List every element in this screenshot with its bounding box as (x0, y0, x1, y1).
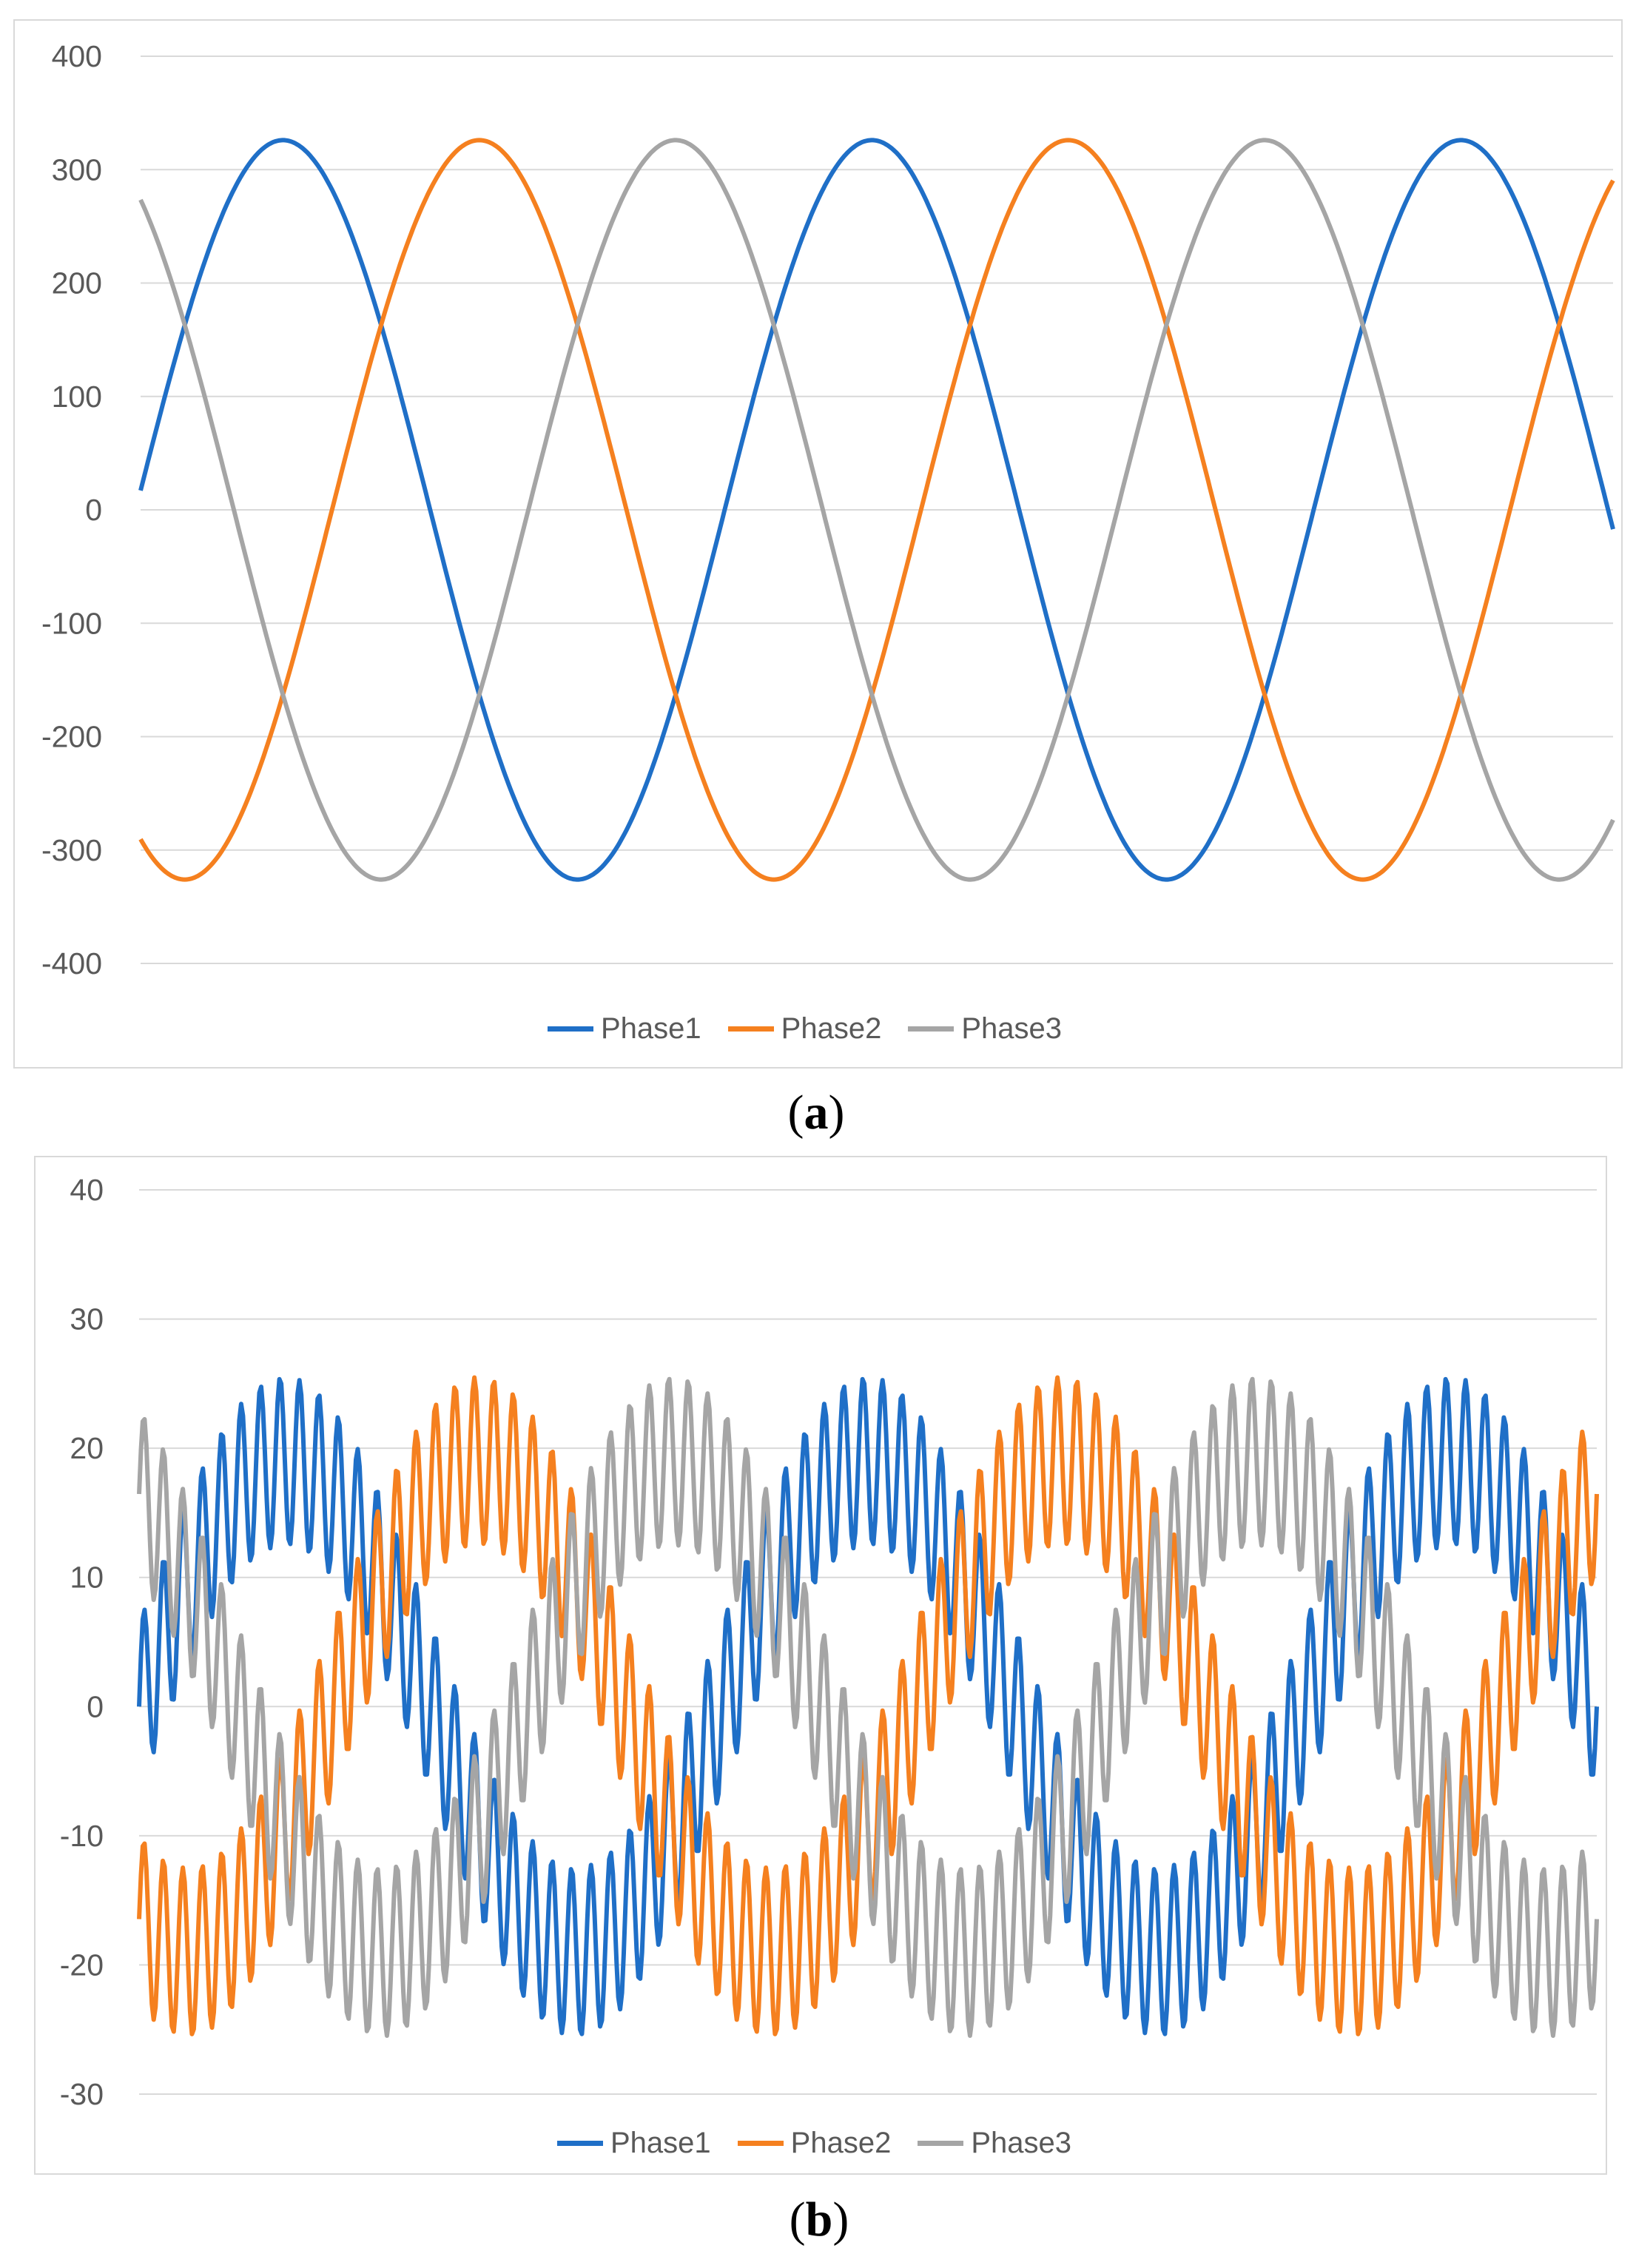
series-line-phase2 (138, 138, 1615, 882)
legend-item-phase2: Phase2 (737, 2127, 892, 2160)
y-tick-label: -10 (60, 1819, 104, 1853)
series-line-phase3 (138, 138, 1615, 882)
legend-swatch-phase3 (908, 1026, 955, 1032)
legend-label-phase1: Phase1 (601, 1012, 701, 1045)
chart-a-plot: 400 300 200 100 0 -100 -200 -300 -400 (41, 39, 1615, 980)
legend-swatch-phase3 (918, 2141, 964, 2146)
legend-swatch-phase2 (737, 2141, 784, 2146)
legend-item-phase1: Phase1 (557, 2127, 711, 2160)
series-line-phase1 (138, 138, 1615, 882)
y-tick-label: -100 (41, 606, 102, 640)
chart-panel-b: 40 30 20 10 0 -10 -20 -30 Phase1 Phase2 Phase3 (34, 1156, 1607, 2175)
y-tick-label: 20 (70, 1431, 104, 1465)
y-tick-label: 100 (52, 380, 102, 414)
y-tick-label: 300 (52, 152, 102, 186)
legend-item-phase3: Phase3 (918, 2127, 1071, 2160)
legend-swatch-phase2 (727, 1026, 774, 1032)
panel-caption-b: (b) (789, 2193, 849, 2247)
chart-b-plot: 40 30 20 10 0 -10 -20 -30 (60, 1173, 1599, 2111)
legend-item-phase1: Phase1 (548, 1012, 701, 1046)
y-tick-label: -30 (60, 2077, 104, 2111)
y-tick-label: -200 (41, 720, 102, 754)
chart-a-legend: Phase1 Phase2 Phase3 (548, 1012, 1088, 1046)
series-line-phase3 (137, 1376, 1599, 2038)
y-tick-label: -20 (60, 1948, 104, 1982)
y-tick-label: -400 (41, 946, 102, 980)
y-tick-label: 400 (52, 39, 102, 73)
y-tick-label: 200 (52, 266, 102, 300)
y-tick-label: 40 (70, 1173, 104, 1207)
y-tick-label: 0 (87, 1689, 104, 1723)
legend-label-phase2: Phase2 (781, 1012, 882, 1045)
legend-label-phase3: Phase3 (971, 2127, 1072, 2159)
y-tick-label: -300 (41, 833, 102, 867)
legend-item-phase2: Phase2 (727, 1012, 882, 1046)
legend-label-phase3: Phase3 (961, 1012, 1063, 1045)
y-tick-label: 30 (70, 1302, 104, 1336)
legend-label-phase2: Phase2 (790, 2127, 892, 2159)
chart-b-legend: Phase1 Phase2 Phase3 (557, 2127, 1098, 2160)
panel-caption-a: (a) (787, 1086, 845, 1140)
y-tick-label: 0 (85, 493, 102, 527)
legend-label-phase1: Phase1 (610, 2127, 711, 2159)
y-tick-label: 10 (70, 1561, 104, 1595)
chart-panel-a: 400 300 200 100 0 -100 -200 -300 -400 Phase1 Pha… (13, 19, 1623, 1069)
legend-swatch-phase1 (548, 1026, 593, 1032)
legend-item-phase3: Phase3 (908, 1012, 1062, 1046)
legend-swatch-phase1 (557, 2141, 603, 2146)
